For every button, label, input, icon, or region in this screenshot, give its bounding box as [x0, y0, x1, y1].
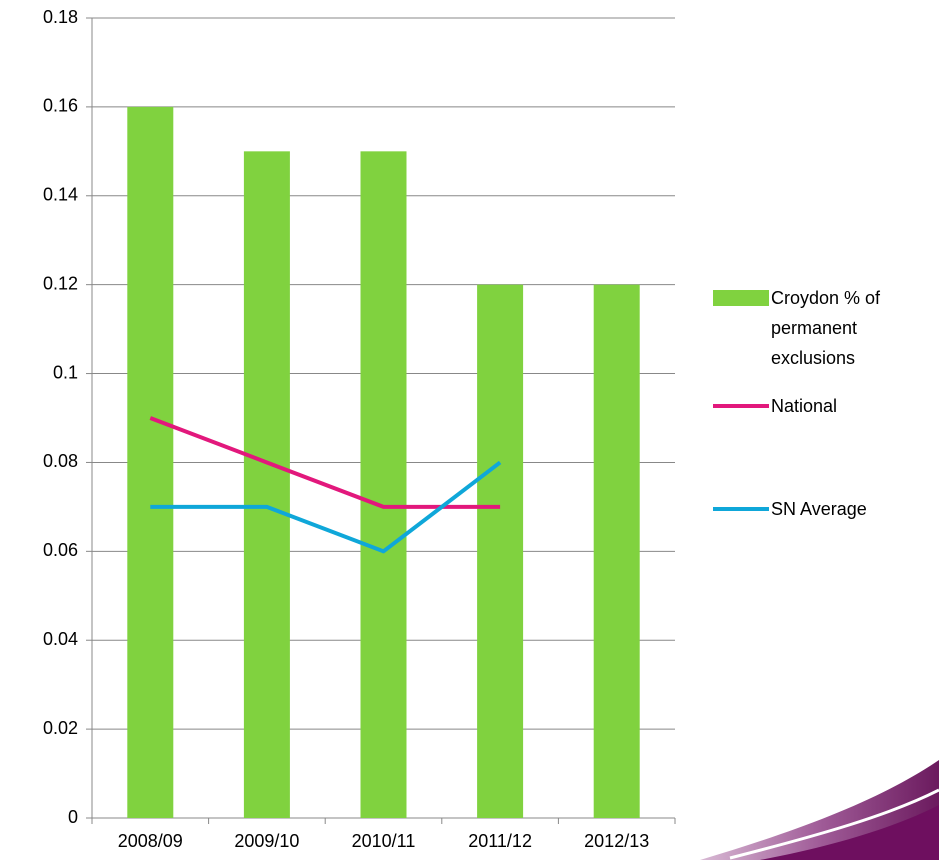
legend-swatch — [713, 290, 769, 306]
y-tick-label: 0 — [68, 807, 78, 827]
y-tick-label: 0.04 — [43, 629, 78, 649]
legend-label: Croydon % of permanent exclusions — [771, 288, 881, 368]
x-tick-label: 2011/12 — [468, 831, 532, 851]
y-tick-label: 0.12 — [43, 273, 78, 293]
decoration — [729, 788, 939, 860]
x-tick-label: 2008/09 — [118, 831, 183, 851]
x-tick-label: 2012/13 — [584, 831, 649, 851]
line — [150, 460, 502, 554]
x-tick-label: 2010/11 — [352, 831, 416, 851]
legend-label: National — [771, 396, 838, 416]
x-tick-label: 2009/10 — [234, 831, 299, 851]
bar — [360, 151, 407, 819]
y-tick-label: 0.06 — [43, 540, 78, 560]
bar — [243, 151, 290, 819]
bar — [593, 284, 640, 819]
bar — [477, 284, 524, 819]
y-tick-label: 0.08 — [43, 451, 78, 471]
y-tick-label: 0.16 — [43, 96, 78, 116]
legend-label: SN Average — [771, 499, 867, 519]
y-tick-label: 0.02 — [43, 718, 78, 738]
decoration — [760, 805, 939, 860]
y-tick-label: 0.14 — [43, 185, 78, 205]
y-tick-label: 0.18 — [43, 7, 78, 27]
y-tick-label: 0.1 — [53, 362, 78, 382]
bar — [127, 106, 174, 818]
